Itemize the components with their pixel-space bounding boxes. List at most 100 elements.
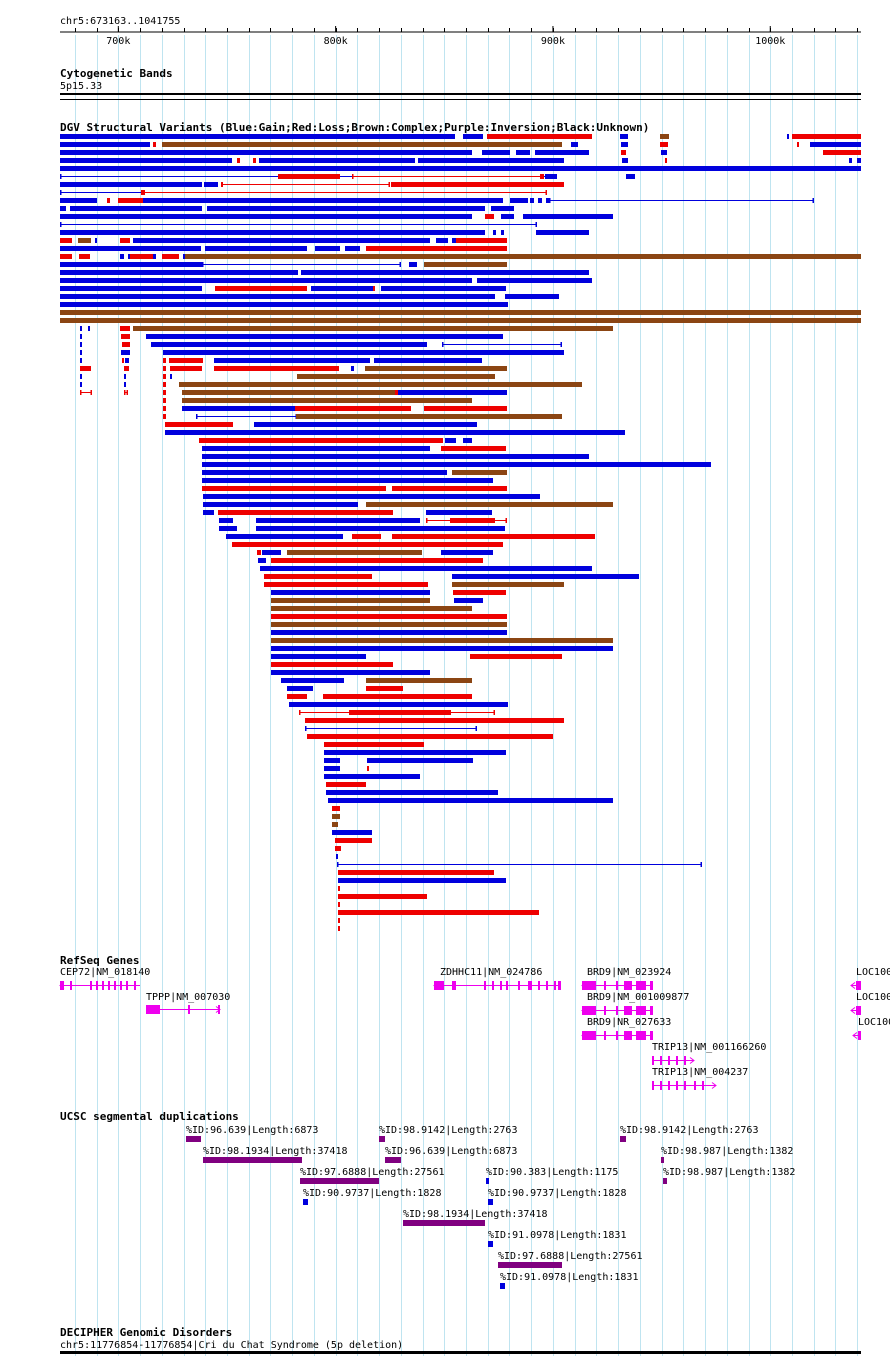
segdup-block[interactable]: [203, 1157, 302, 1163]
dgv-variant-block[interactable]: [80, 342, 82, 347]
segdup-block[interactable]: [663, 1178, 667, 1184]
refseq-gene-exon[interactable]: [694, 1081, 696, 1090]
refseq-gene-exon[interactable]: [120, 981, 122, 990]
refseq-gene-exon[interactable]: [668, 1056, 670, 1065]
dgv-variant-block[interactable]: [546, 198, 549, 203]
dgv-variant-block[interactable]: [133, 326, 613, 331]
dgv-variant-block[interactable]: [538, 198, 542, 203]
refseq-gene-label[interactable]: TPPP|NM_007030: [146, 992, 230, 1003]
segdup-block[interactable]: [379, 1136, 385, 1142]
refseq-gene-label[interactable]: BRD9|NR_027633: [587, 1017, 671, 1028]
dgv-variant-block[interactable]: [665, 158, 667, 163]
dgv-variant-block[interactable]: [264, 582, 428, 587]
dgv-variant-block[interactable]: [163, 406, 166, 411]
dgv-variant-block[interactable]: [392, 534, 595, 539]
dgv-variant-block[interactable]: [271, 630, 507, 635]
segdup-label[interactable]: %ID:97.6888|Length:27561: [300, 1167, 445, 1178]
dgv-variant-block[interactable]: [202, 478, 493, 483]
dgv-variant-block[interactable]: [545, 174, 557, 179]
dgv-variant-end[interactable]: [90, 390, 93, 395]
dgv-variant-block[interactable]: [214, 366, 339, 371]
refseq-gene-label[interactable]: BRD9|NM_001009877: [587, 992, 689, 1003]
dgv-variant-block[interactable]: [366, 246, 507, 251]
refseq-gene-exon[interactable]: [582, 1031, 596, 1040]
refseq-gene-exon[interactable]: [650, 1031, 653, 1040]
dgv-variant-block[interactable]: [367, 758, 473, 763]
dgv-variant-block[interactable]: [214, 358, 370, 363]
dgv-variant-block[interactable]: [436, 238, 448, 243]
refseq-gene-exon[interactable]: [660, 1081, 662, 1090]
dgv-variant-block[interactable]: [256, 518, 420, 523]
dgv-variant-block[interactable]: [338, 894, 427, 899]
dgv-variant-block[interactable]: [660, 142, 668, 147]
refseq-gene-exon[interactable]: [684, 1081, 686, 1090]
dgv-variant-block[interactable]: [60, 238, 72, 243]
dgv-variant-block[interactable]: [204, 182, 218, 187]
dgv-variant-block[interactable]: [787, 134, 789, 139]
refseq-gene-exon[interactable]: [676, 1081, 678, 1090]
refseq-gene-exon[interactable]: [134, 981, 136, 990]
dgv-variant-end[interactable]: [60, 190, 62, 195]
dgv-variant-block[interactable]: [445, 438, 456, 443]
dgv-variant-end[interactable]: [80, 390, 82, 395]
dgv-variant-block[interactable]: [163, 390, 166, 395]
dgv-variant-block[interactable]: [324, 758, 340, 763]
refseq-gene-exon[interactable]: [858, 1031, 861, 1040]
dgv-variant-block[interactable]: [338, 886, 340, 891]
segdup-label[interactable]: %ID:90.9737|Length:1828: [488, 1188, 626, 1199]
dgv-variant-block[interactable]: [332, 814, 340, 819]
dgv-variant-block[interactable]: [183, 254, 185, 259]
dgv-variant-end[interactable]: [541, 174, 544, 179]
segdup-label[interactable]: %ID:91.0978|Length:1831: [488, 1230, 626, 1241]
dgv-variant-block[interactable]: [857, 158, 861, 163]
dgv-variant-block[interactable]: [80, 374, 82, 379]
refseq-gene-label[interactable]: TRIP13|NM_001166260: [652, 1042, 766, 1053]
dgv-variant-block[interactable]: [328, 798, 613, 803]
segdup-label[interactable]: %ID:97.6888|Length:27561: [498, 1251, 643, 1262]
refseq-gene-label[interactable]: TRIP13|NM_004237: [652, 1067, 748, 1078]
dgv-variant-block[interactable]: [253, 158, 256, 163]
dgv-variant-block[interactable]: [60, 182, 202, 187]
dgv-variant-block[interactable]: [88, 326, 90, 331]
dgv-variant-block[interactable]: [571, 142, 578, 147]
dgv-variant-end[interactable]: [299, 710, 301, 715]
segdup-block[interactable]: [385, 1157, 401, 1163]
refseq-gene-exon[interactable]: [96, 981, 98, 990]
refseq-gene-exon[interactable]: [582, 1006, 596, 1015]
cytoband-bar[interactable]: [60, 93, 861, 95]
dgv-variant-block[interactable]: [60, 302, 508, 307]
refseq-gene-exon[interactable]: [604, 1006, 606, 1015]
dgv-variant-block[interactable]: [271, 558, 483, 563]
dgv-variant-block[interactable]: [170, 366, 202, 371]
segdup-block[interactable]: [486, 1178, 489, 1184]
dgv-variant-block[interactable]: [80, 326, 82, 331]
dgv-variant-block[interactable]: [392, 486, 507, 491]
dgv-variant-block[interactable]: [501, 214, 514, 219]
dgv-variant-block[interactable]: [620, 134, 628, 139]
dgv-variant-block[interactable]: [278, 174, 340, 179]
refseq-gene-exon[interactable]: [554, 981, 556, 990]
dgv-variant-block[interactable]: [232, 542, 503, 547]
dgv-variant-block[interactable]: [162, 142, 562, 147]
dgv-variant-block[interactable]: [60, 150, 472, 155]
dgv-variant-end[interactable]: [305, 726, 307, 731]
refseq-gene-exon[interactable]: [102, 981, 104, 990]
dgv-variant-block[interactable]: [271, 646, 613, 651]
dgv-variant-block[interactable]: [80, 358, 82, 363]
dgv-variant-end[interactable]: [60, 174, 62, 179]
dgv-variant-block[interactable]: [182, 406, 295, 411]
refseq-gene-exon[interactable]: [538, 981, 540, 990]
refseq-gene-exon[interactable]: [650, 1006, 653, 1015]
dgv-variant-end[interactable]: [505, 518, 508, 523]
dgv-variant-block[interactable]: [146, 334, 503, 339]
segdup-block[interactable]: [500, 1283, 505, 1289]
refseq-gene-exon[interactable]: [452, 981, 456, 990]
dgv-variant-block[interactable]: [79, 254, 90, 259]
refseq-gene-exon[interactable]: [624, 1031, 632, 1040]
dgv-variant-block[interactable]: [326, 790, 498, 795]
dgv-variant-block[interactable]: [810, 142, 861, 147]
dgv-variant-block[interactable]: [165, 422, 233, 427]
decipher-bar[interactable]: [60, 1351, 861, 1354]
dgv-variant-block[interactable]: [80, 382, 82, 387]
dgv-variant-block[interactable]: [60, 262, 202, 267]
